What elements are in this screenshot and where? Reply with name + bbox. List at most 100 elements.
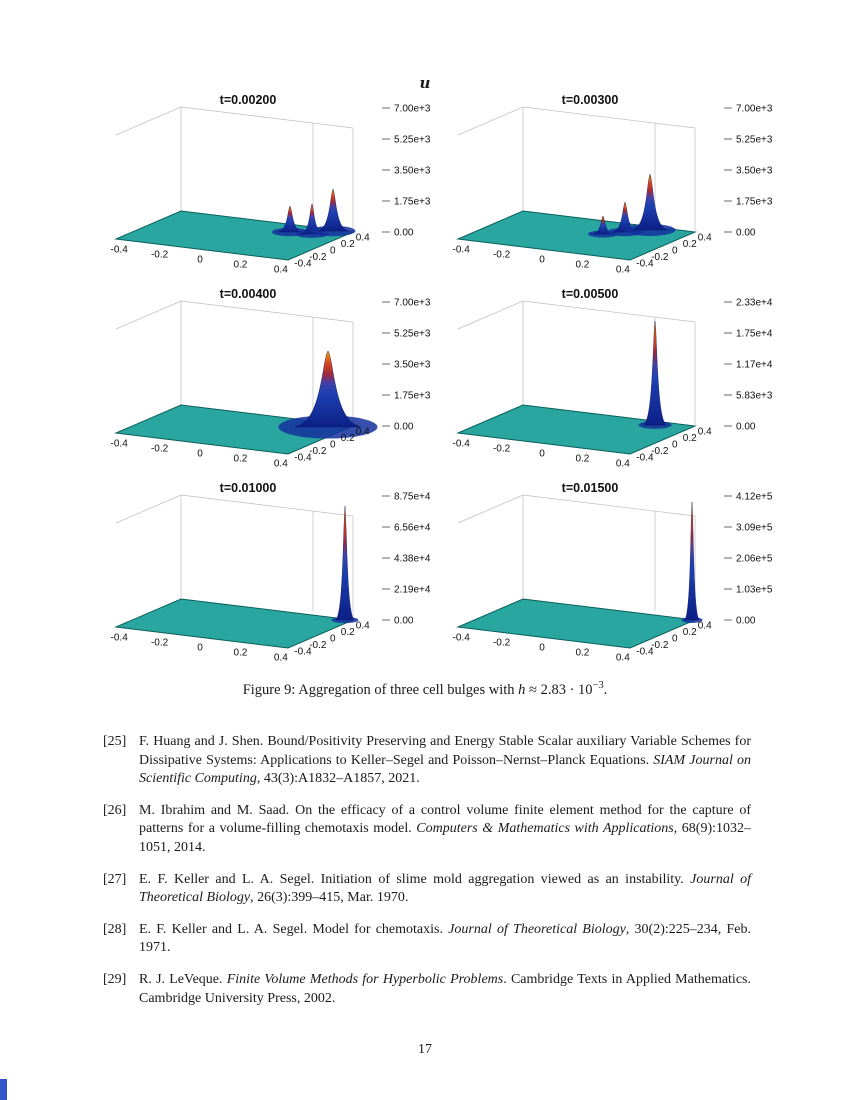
reference-text: E. F. Keller and L. A. Segel. Initiation… <box>139 871 751 906</box>
z-tick-label: 0.00 <box>736 616 756 627</box>
z-tick-label: 2.19e+4 <box>394 585 431 596</box>
plot-title: t=0.00500 <box>562 287 619 301</box>
y-tick-label: 0 <box>330 439 336 450</box>
z-tick-label: 2.06e+5 <box>736 554 773 565</box>
reference-label: [28] <box>103 921 127 937</box>
surface-plot-canvas: 7.00e+35.25e+33.50e+31.75e+30.00-0.4 -0.2… <box>453 93 773 275</box>
x-tick-label: -0.2 <box>493 638 511 649</box>
surface-peak <box>294 350 362 428</box>
z-tick-label: 3.09e+5 <box>736 523 773 534</box>
x-tick-label: -0.4 <box>111 245 129 256</box>
y-tick-label: 0.4 <box>698 427 712 438</box>
x-tick-label: 0.2 <box>233 453 247 464</box>
reference-text: F. Huang and J. Shen. Bound/Positivity P… <box>139 734 751 787</box>
y-tick-label: 0.4 <box>698 621 712 632</box>
reference-item: [25] F. Huang and J. Shen. Bound/Positivi… <box>103 733 751 789</box>
z-tick-label: 0.00 <box>394 616 414 627</box>
surface-plot-canvas: 8.75e+46.56e+44.38e+42.19e+40.00-0.4 -0.2… <box>111 481 431 663</box>
x-tick-label: 0.2 <box>233 647 247 658</box>
x-tick-label: 0 <box>197 255 203 266</box>
reference-text: R. J. LeVeque. Finite Volume Methods for… <box>139 972 751 1006</box>
plot-t-0-00400: 7.00e+3 5.25e+3 3.50e+3 1.75e+3 0.00 -0.4 -0.2… <box>98 286 438 480</box>
plot-title: t=0.00300 <box>562 93 619 107</box>
y-tick-label: 0.2 <box>341 239 355 250</box>
x-tick-label: 0.2 <box>575 259 589 270</box>
plot-box-wireframe <box>457 494 696 619</box>
x-tick-label: 0.4 <box>274 458 288 469</box>
z-tick-label: 2.33e+4 <box>736 298 773 309</box>
plot-box-wireframe <box>115 300 354 425</box>
y-tick-label: -0.2 <box>309 252 327 263</box>
z-tick-label: 5.25e+3 <box>736 135 773 146</box>
z-tick-label: 4.12e+5 <box>736 492 773 503</box>
y-tick-label: 0 <box>672 633 678 644</box>
x-tick-label: 0 <box>197 643 203 654</box>
figure-variable-label: u <box>419 74 431 92</box>
z-tick-label: 4.38e+4 <box>394 554 431 565</box>
x-tick-label: -0.2 <box>493 250 511 261</box>
z-tick-label: 1.17e+4 <box>736 360 773 371</box>
y-tick-label: 0 <box>672 439 678 450</box>
surface-peak <box>277 205 303 233</box>
reference-item: [27] E. F. Keller and L. A. Segel. Initia… <box>103 871 751 908</box>
reference-text: E. F. Keller and L. A. Segel. Model for … <box>139 921 751 956</box>
z-tick-label: 1.75e+3 <box>394 197 431 208</box>
x-tick-label: 0.4 <box>274 264 288 275</box>
plot-title: t=0.00200 <box>220 93 277 107</box>
plot-t-0-00300: 7.00e+3 5.25e+3 3.50e+3 1.75e+3 0.00 -0.4 -0.2… <box>440 92 780 286</box>
z-tick-label: 7.00e+3 <box>394 104 431 115</box>
y-tick-label: 0 <box>330 245 336 256</box>
plot-title: t=0.01500 <box>562 481 619 495</box>
x-tick-label: -0.2 <box>151 444 169 455</box>
y-tick-label: -0.4 <box>636 258 654 269</box>
reference-item: [26] M. Ibrahim and M. Saad. On the effic… <box>103 802 751 858</box>
y-tick-label: 0.2 <box>341 627 355 638</box>
y-tick-label: -0.2 <box>651 640 669 651</box>
x-tick-label: 0 <box>539 255 545 266</box>
z-tick-label: 0.00 <box>736 228 756 239</box>
plot-box-wireframe <box>457 106 696 231</box>
z-tick-label: 0.00 <box>394 422 414 433</box>
x-tick-label: 0.2 <box>575 647 589 658</box>
surface-peak <box>632 173 668 231</box>
reference-text: M. Ibrahim and M. Saad. On the efficacy … <box>139 802 752 856</box>
figure-caption-text: Figure 9: Aggregation of three cell bulg… <box>242 680 608 698</box>
plot-box-wireframe <box>115 494 354 619</box>
z-tick-label: 5.25e+3 <box>394 329 431 340</box>
z-tick-label: 3.50e+3 <box>736 166 773 177</box>
x-tick-label: -0.4 <box>111 439 129 450</box>
z-tick-label: 0.00 <box>394 228 414 239</box>
z-axis-labels: 7.00e+3 5.25e+3 3.50e+3 1.75e+3 0.00 <box>382 298 431 433</box>
y-tick-label: -0.2 <box>651 252 669 263</box>
x-tick-label: -0.4 <box>111 633 129 644</box>
y-tick-label: -0.2 <box>309 446 327 457</box>
surface-floor <box>456 210 697 261</box>
surface-peak <box>335 505 355 621</box>
z-axis-labels: 2.33e+4 1.75e+4 1.17e+4 5.83e+3 0.00 <box>724 298 773 433</box>
z-tick-label: 1.75e+3 <box>394 391 431 402</box>
plot-box-wireframe <box>115 106 354 231</box>
y-tick-label: 0.2 <box>341 433 355 444</box>
x-tick-label: -0.2 <box>151 638 169 649</box>
y-tick-label: -0.4 <box>294 646 312 657</box>
z-tick-label: 1.75e+3 <box>736 197 773 208</box>
x-tick-label: 0.4 <box>616 264 630 275</box>
surface-peak <box>684 501 700 621</box>
figure-caption: Figure 9: Aggregation of three cell bulg… <box>0 680 850 699</box>
z-tick-label: 5.83e+3 <box>736 391 773 402</box>
z-tick-label: 1.03e+5 <box>736 585 773 596</box>
x-tick-label: -0.4 <box>453 245 471 256</box>
x-tick-label: 0.2 <box>233 259 247 270</box>
plot-title: t=0.00400 <box>220 287 277 301</box>
x-tick-label: -0.4 <box>453 633 471 644</box>
y-tick-label: 0.2 <box>683 433 697 444</box>
plot-title: t=0.01000 <box>220 481 277 495</box>
y-tick-label: -0.4 <box>636 452 654 463</box>
surface-floor <box>456 404 697 455</box>
y-tick-label: 0 <box>330 633 336 644</box>
surface-peak <box>592 215 614 235</box>
surface-plot-canvas: 4.12e+5 3.09e+5 2.06e+5 1.03e+5 0.00 -0.4 -0.2… <box>453 481 773 663</box>
surface-plot-canvas: 7.00e+35.25e+33.50e+31.75e+30.00-0.4 -0.2… <box>111 93 431 275</box>
reference-label: [29] <box>103 972 127 988</box>
